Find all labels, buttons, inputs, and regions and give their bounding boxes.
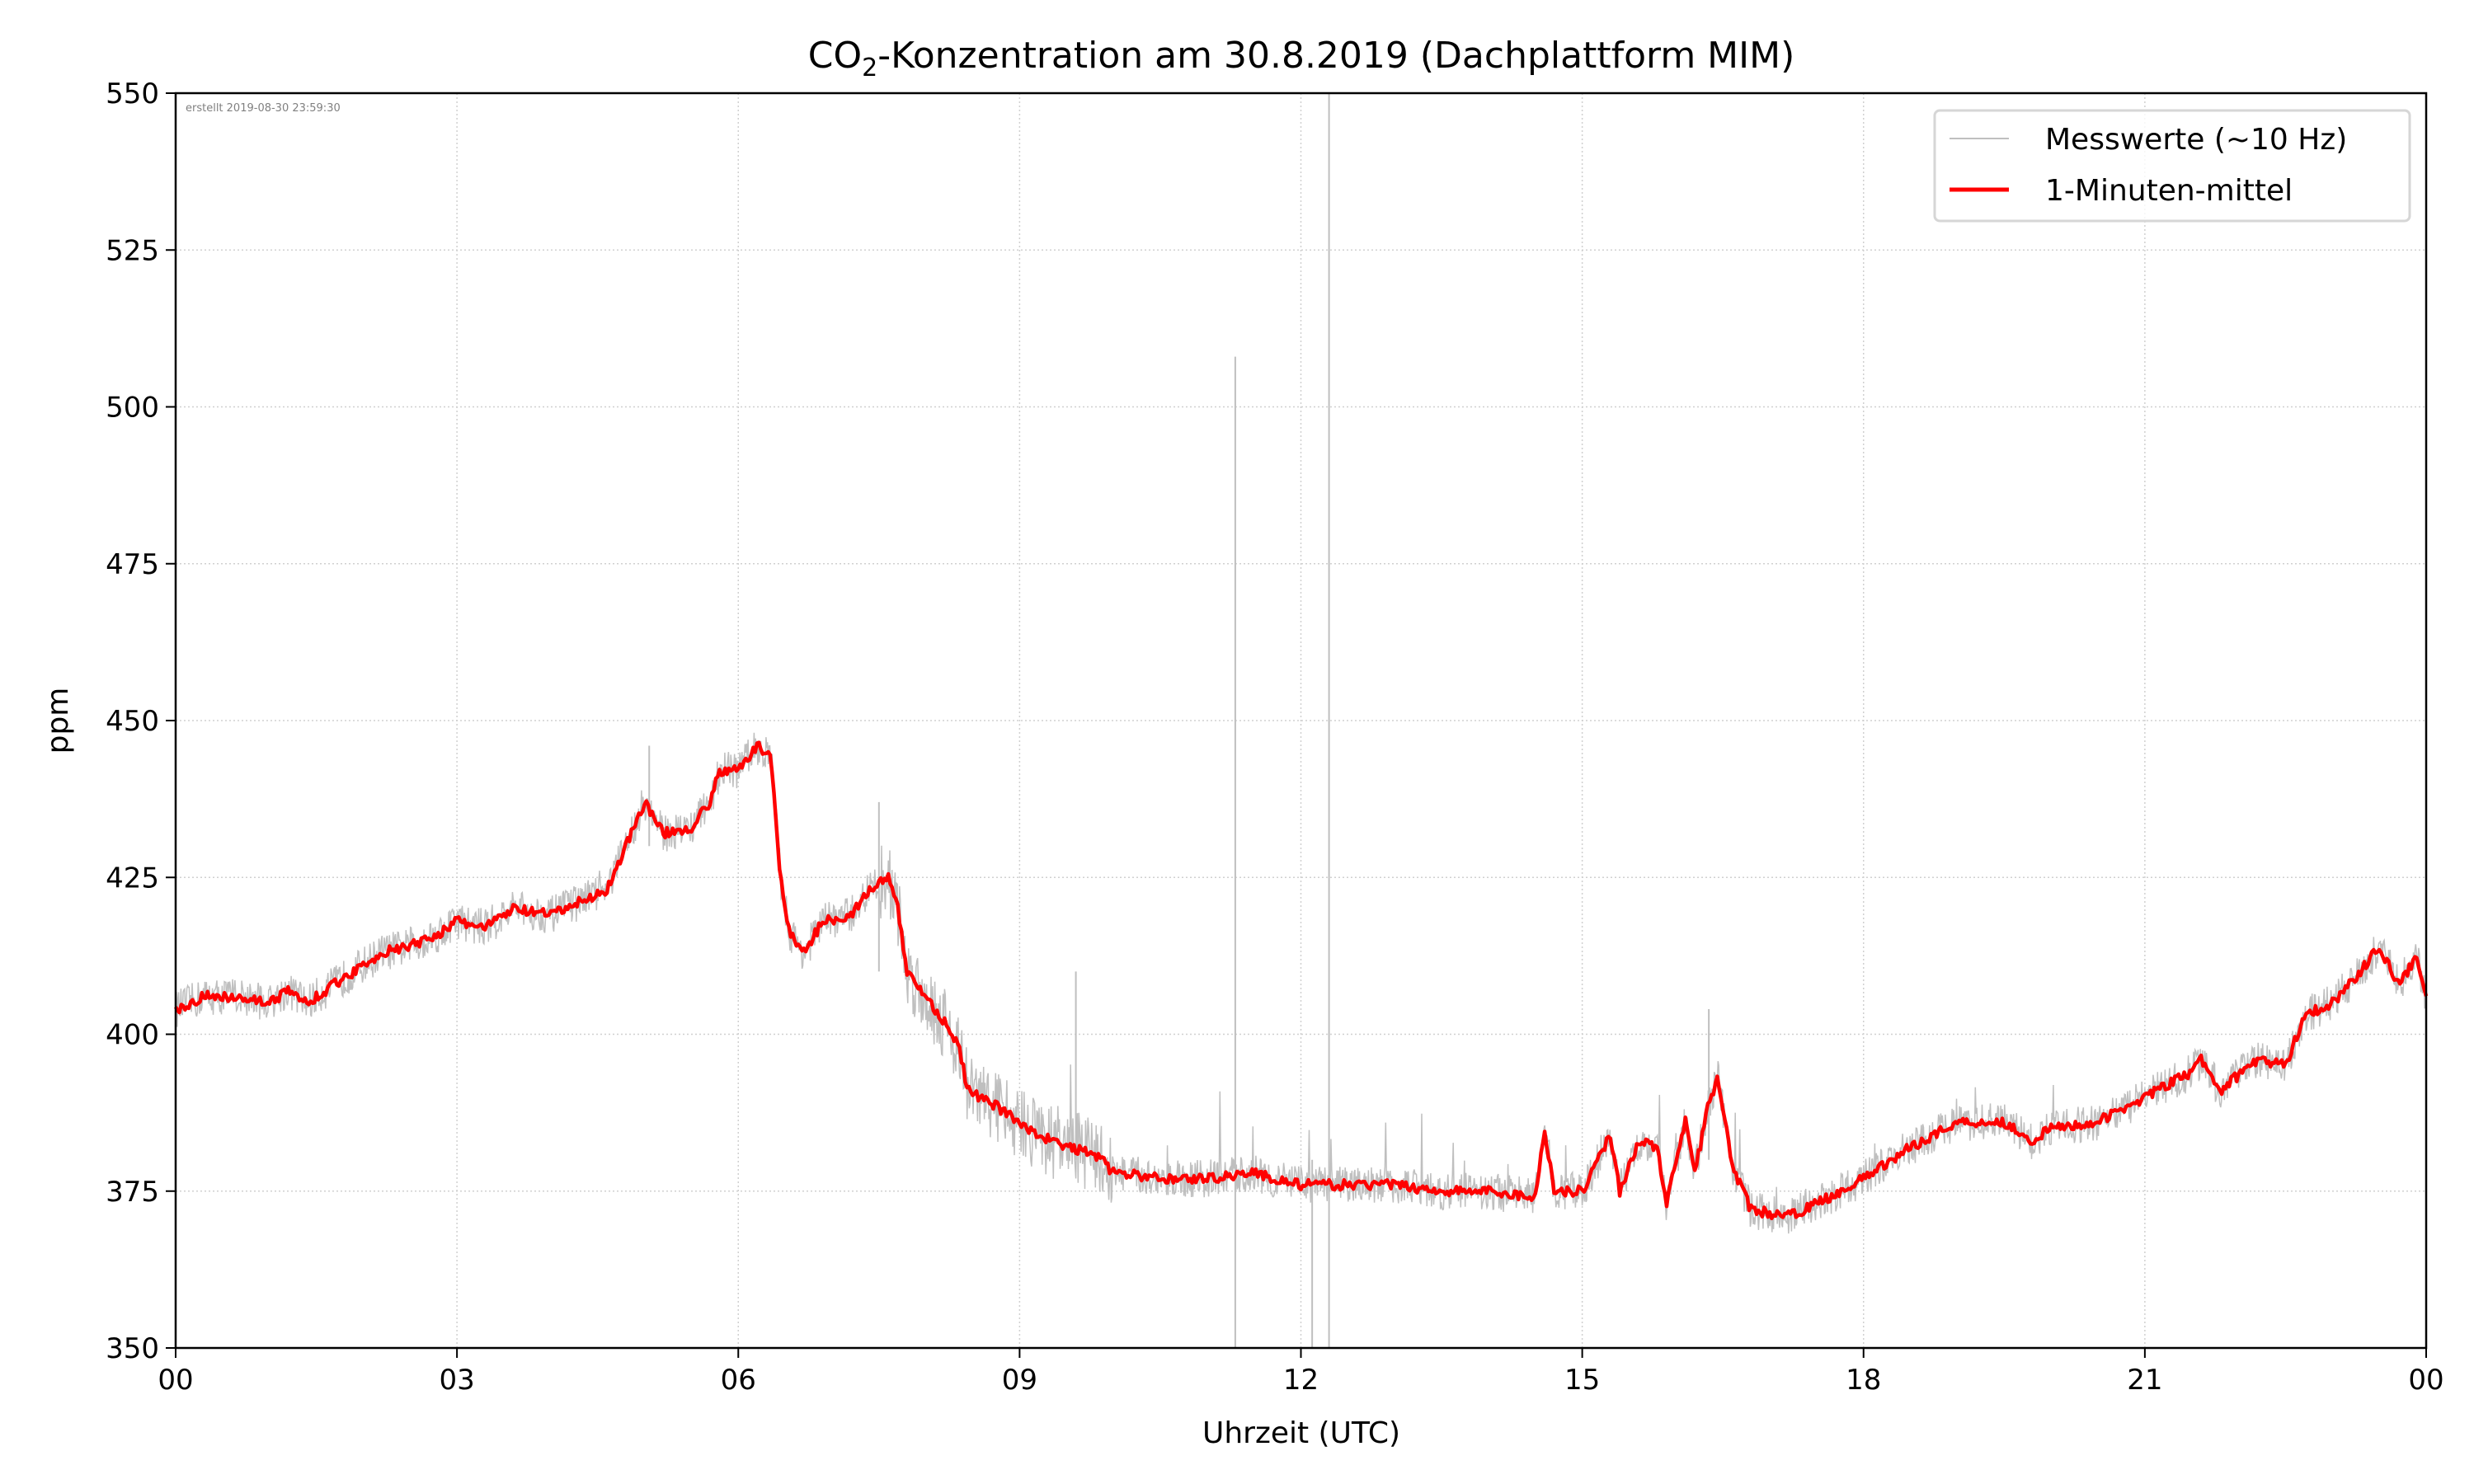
messwerte-line	[175, 732, 2427, 1234]
y-axis-label: ppm	[41, 688, 75, 754]
y-tick-label: 400	[106, 1019, 159, 1052]
legend: Messwerte (~10 Hz) 1-Minuten-mittel	[1933, 109, 2411, 223]
y-tick-label: 500	[106, 392, 159, 425]
x-axis: 00 03 06 09 12 15 18 21 00	[158, 1348, 2444, 1397]
x-tick-label: 00	[158, 1364, 193, 1397]
y-tick-label: 425	[106, 862, 159, 895]
x-tick-label: 15	[1564, 1364, 1600, 1397]
chart-title: CO2-Konzentration am 30.8.2019 (Dachplat…	[808, 35, 1795, 82]
series-1-minuten-mittel	[174, 740, 2429, 1221]
y-tick-label: 550	[106, 77, 159, 110]
minuten-mittel-line	[174, 740, 2429, 1221]
y-axis: 350 375 400 425 450 475 500 525 550	[106, 77, 176, 1365]
y-tick-label: 350	[106, 1332, 159, 1365]
x-tick-label: 18	[1846, 1364, 1881, 1397]
x-axis-label: Uhrzeit (UTC)	[1202, 1416, 1400, 1450]
x-tick-label: 09	[1002, 1364, 1037, 1397]
series-messwerte	[175, 93, 2427, 1348]
y-tick-label: 375	[106, 1176, 159, 1209]
legend-label-messwerte: Messwerte (~10 Hz)	[2045, 123, 2347, 157]
x-tick-label: 03	[439, 1364, 474, 1397]
legend-box	[1933, 109, 2411, 223]
x-tick-label: 00	[2408, 1364, 2443, 1397]
y-tick-label: 475	[106, 548, 159, 581]
y-tick-label: 450	[106, 705, 159, 738]
legend-label-1-minuten-mittel: 1-Minuten-mittel	[2045, 174, 2293, 208]
grid-lines	[175, 92, 2427, 1349]
y-tick-label: 525	[106, 234, 159, 267]
created-annotation: erstellt 2019-08-30 23:59:30	[186, 102, 341, 115]
x-tick-label: 06	[721, 1364, 756, 1397]
x-tick-label: 21	[2127, 1364, 2162, 1397]
x-tick-label: 12	[1283, 1364, 1319, 1397]
